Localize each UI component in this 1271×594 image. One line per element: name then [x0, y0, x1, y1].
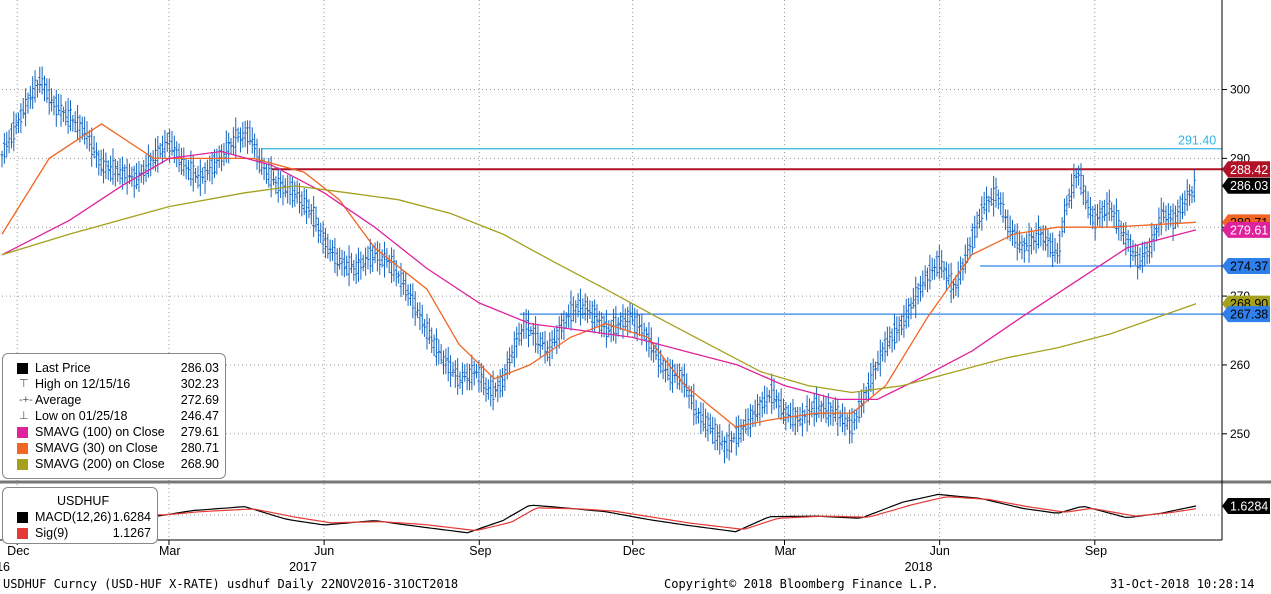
legend-item: ⊤ High on 12/15/16 302.23: [3, 376, 225, 392]
value-tag: 267.38: [1222, 306, 1270, 323]
legend-item: SMAVG (100) on Close 279.61: [3, 424, 225, 440]
x-tick-label: Jun: [930, 544, 950, 558]
x-year-label: 2016: [0, 560, 10, 574]
footer-right: 31-Oct-2018 10:28:14: [1110, 577, 1255, 591]
value-tag-bg: [1222, 161, 1270, 178]
series-smavg-100-: [1, 150, 1197, 401]
legend-value: 1.6284: [112, 510, 151, 524]
value-tag: 1.6284: [1222, 497, 1270, 514]
legend-marker-icon: -+-: [19, 394, 33, 406]
legend-item: Sig(9) 1.1267: [3, 525, 157, 541]
price-series-group: [0, 66, 1197, 464]
legend-marker-icon: ⊤: [19, 378, 29, 390]
x-tick-label: Dec: [623, 544, 645, 558]
series-smavg-200-: [1, 185, 1197, 394]
x-tick-label: Sep: [469, 544, 491, 558]
legend-label: Last Price: [35, 361, 91, 375]
legend-value: 286.03: [180, 361, 219, 375]
value-tag: 286.03: [1222, 177, 1270, 194]
right-value-tags: 280.71268.90288.42286.03279.61274.37267.…: [1222, 161, 1270, 514]
value-tag-bg: [1222, 221, 1270, 238]
series-macd-12-26-: [1, 493, 1197, 534]
legend-swatch: [17, 528, 28, 539]
legend-item: MACD(12,26) 1.6284: [3, 509, 157, 525]
legend-swatch: [17, 427, 28, 438]
value-tag-label: 274.37: [1230, 259, 1268, 273]
value-tag-label: 288.42: [1230, 163, 1268, 177]
value-tag: 274.37: [1222, 257, 1270, 274]
legend-label: Low on 01/25/18: [35, 409, 128, 423]
legend-label: High on 12/15/16: [35, 377, 131, 391]
x-tick-label: Jun: [314, 544, 334, 558]
legend-value: 280.71: [180, 441, 219, 455]
macd-legend: USDHUF MACD(12,26) 1.6284 Sig(9) 1.1267: [2, 487, 158, 544]
legend-value: 272.69: [180, 393, 219, 407]
macd-series-group: [1, 493, 1197, 534]
legend-value: 1.1267: [112, 526, 151, 540]
series-last-price: [0, 66, 1196, 464]
legend-item: -+- Average 272.69: [3, 392, 225, 408]
legend-label: SMAVG (100) on Close: [35, 425, 165, 439]
legend-item: SMAVG (30) on Close 280.71: [3, 440, 225, 456]
value-tag-label: 279.61: [1230, 223, 1268, 237]
legend-swatch: [17, 512, 28, 523]
value-tag-bg: [1222, 257, 1270, 274]
footer-left: USDHUF Curncy (USD-HUF X-RATE) usdhuf Da…: [3, 577, 459, 591]
main-grid: [2, 0, 1222, 540]
x-tick-label: Mar: [159, 544, 181, 558]
x-year-label: 2018: [905, 560, 933, 574]
legend-item: SMAVG (200) on Close 268.90: [3, 456, 225, 472]
value-tag-label: 286.03: [1230, 179, 1268, 193]
macd-legend-title: USDHUF: [57, 494, 110, 508]
value-tag-bg: [1222, 306, 1270, 323]
value-tag-label: 1.6284: [1230, 499, 1268, 513]
legend-label: Average: [35, 393, 82, 407]
series-smavg-30-: [1, 123, 1197, 428]
footer-center: Copyright© 2018 Bloomberg Finance L.P.: [664, 577, 939, 591]
legend-item: Last Price 286.03: [3, 360, 225, 376]
y-tick-label: 260: [1230, 358, 1250, 372]
x-tick-label: Sep: [1085, 544, 1107, 558]
value-tag: 279.61: [1222, 221, 1270, 238]
legend-swatch: [17, 459, 28, 470]
legend-label: MACD(12,26): [35, 510, 112, 524]
main-legend: Last Price 286.03 ⊤ High on 12/15/16 302.23-…: [2, 353, 226, 479]
legend-value: 246.47: [180, 409, 219, 423]
value-tag-bg: [1222, 177, 1270, 194]
legend-item: ⊥ Low on 01/25/18 246.47: [3, 408, 225, 424]
legend-value: 279.61: [180, 425, 219, 439]
series-sig-9-: [1, 496, 1197, 531]
x-tick-label: Mar: [775, 544, 797, 558]
x-year-label: 2017: [289, 560, 317, 574]
legend-label: SMAVG (200) on Close: [35, 457, 165, 471]
legend-label: SMAVG (30) on Close: [35, 441, 158, 455]
value-tag-bg: [1222, 497, 1270, 514]
legend-swatch: [17, 443, 28, 454]
legend-value: 268.90: [180, 457, 219, 471]
x-axis: Dec 2016 Mar Jun 2017 Sep Dec Mar Jun 2018 Sep: [0, 540, 1107, 574]
y-tick-label: 250: [1230, 427, 1250, 441]
reference-line-label: 291.40: [1178, 134, 1216, 148]
legend-label: Sig(9): [35, 526, 69, 540]
value-tag: 288.42: [1222, 161, 1270, 178]
legend-swatch: [17, 363, 28, 374]
legend-marker-icon: ⊥: [19, 410, 29, 422]
value-tag-label: 267.38: [1230, 308, 1268, 322]
y-tick-label: 300: [1230, 83, 1250, 97]
x-tick-label: Dec: [7, 544, 29, 558]
legend-value: 302.23: [180, 377, 219, 391]
